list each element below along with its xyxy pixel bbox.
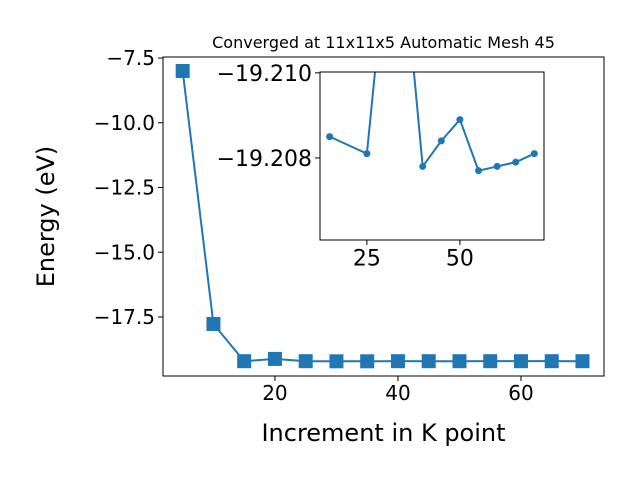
marker bbox=[363, 150, 371, 158]
axes-frame bbox=[319, 71, 545, 241]
marker bbox=[530, 150, 538, 158]
marker bbox=[206, 316, 221, 331]
marker bbox=[298, 354, 313, 369]
marker bbox=[267, 351, 282, 366]
chart-title: Converged at 11x11x5 Automatic Mesh 45 bbox=[212, 33, 555, 52]
y-tick-label: −19.208 bbox=[217, 147, 312, 172]
plot-layer bbox=[326, 72, 538, 175]
y-axis-label: Energy (eV) bbox=[32, 146, 60, 288]
y-tick-label: −7.5 bbox=[106, 46, 155, 70]
marker bbox=[456, 116, 464, 124]
x-tick-label: 60 bbox=[508, 381, 533, 405]
marker bbox=[452, 354, 467, 369]
marker bbox=[419, 162, 427, 170]
marker bbox=[512, 158, 520, 166]
axes-frame bbox=[162, 56, 605, 377]
y-tick-label: −10.0 bbox=[94, 111, 155, 135]
marker bbox=[175, 63, 190, 78]
marker bbox=[544, 354, 559, 369]
marker bbox=[475, 167, 483, 175]
marker bbox=[390, 354, 405, 369]
marker bbox=[483, 354, 498, 369]
y-tick-label: −19.210 bbox=[217, 62, 312, 87]
marker bbox=[513, 354, 528, 369]
x-tick-label: 25 bbox=[353, 247, 381, 272]
marker bbox=[326, 133, 334, 141]
marker bbox=[421, 354, 436, 369]
plot-area bbox=[320, 72, 544, 240]
marker bbox=[575, 354, 590, 369]
x-axis-label: Increment in K point bbox=[261, 419, 505, 447]
y-tick-label: −15.0 bbox=[94, 240, 155, 264]
x-tick-label: 40 bbox=[385, 381, 410, 405]
marker bbox=[237, 354, 252, 369]
x-tick-label: 50 bbox=[446, 247, 474, 272]
marker bbox=[437, 137, 445, 145]
marker bbox=[493, 162, 501, 170]
y-tick-label: −12.5 bbox=[94, 176, 155, 200]
plot-layer bbox=[175, 63, 590, 369]
marker bbox=[360, 354, 375, 369]
x-tick-label: 20 bbox=[262, 381, 287, 405]
marker bbox=[329, 354, 344, 369]
y-tick-label: −17.5 bbox=[94, 305, 155, 329]
